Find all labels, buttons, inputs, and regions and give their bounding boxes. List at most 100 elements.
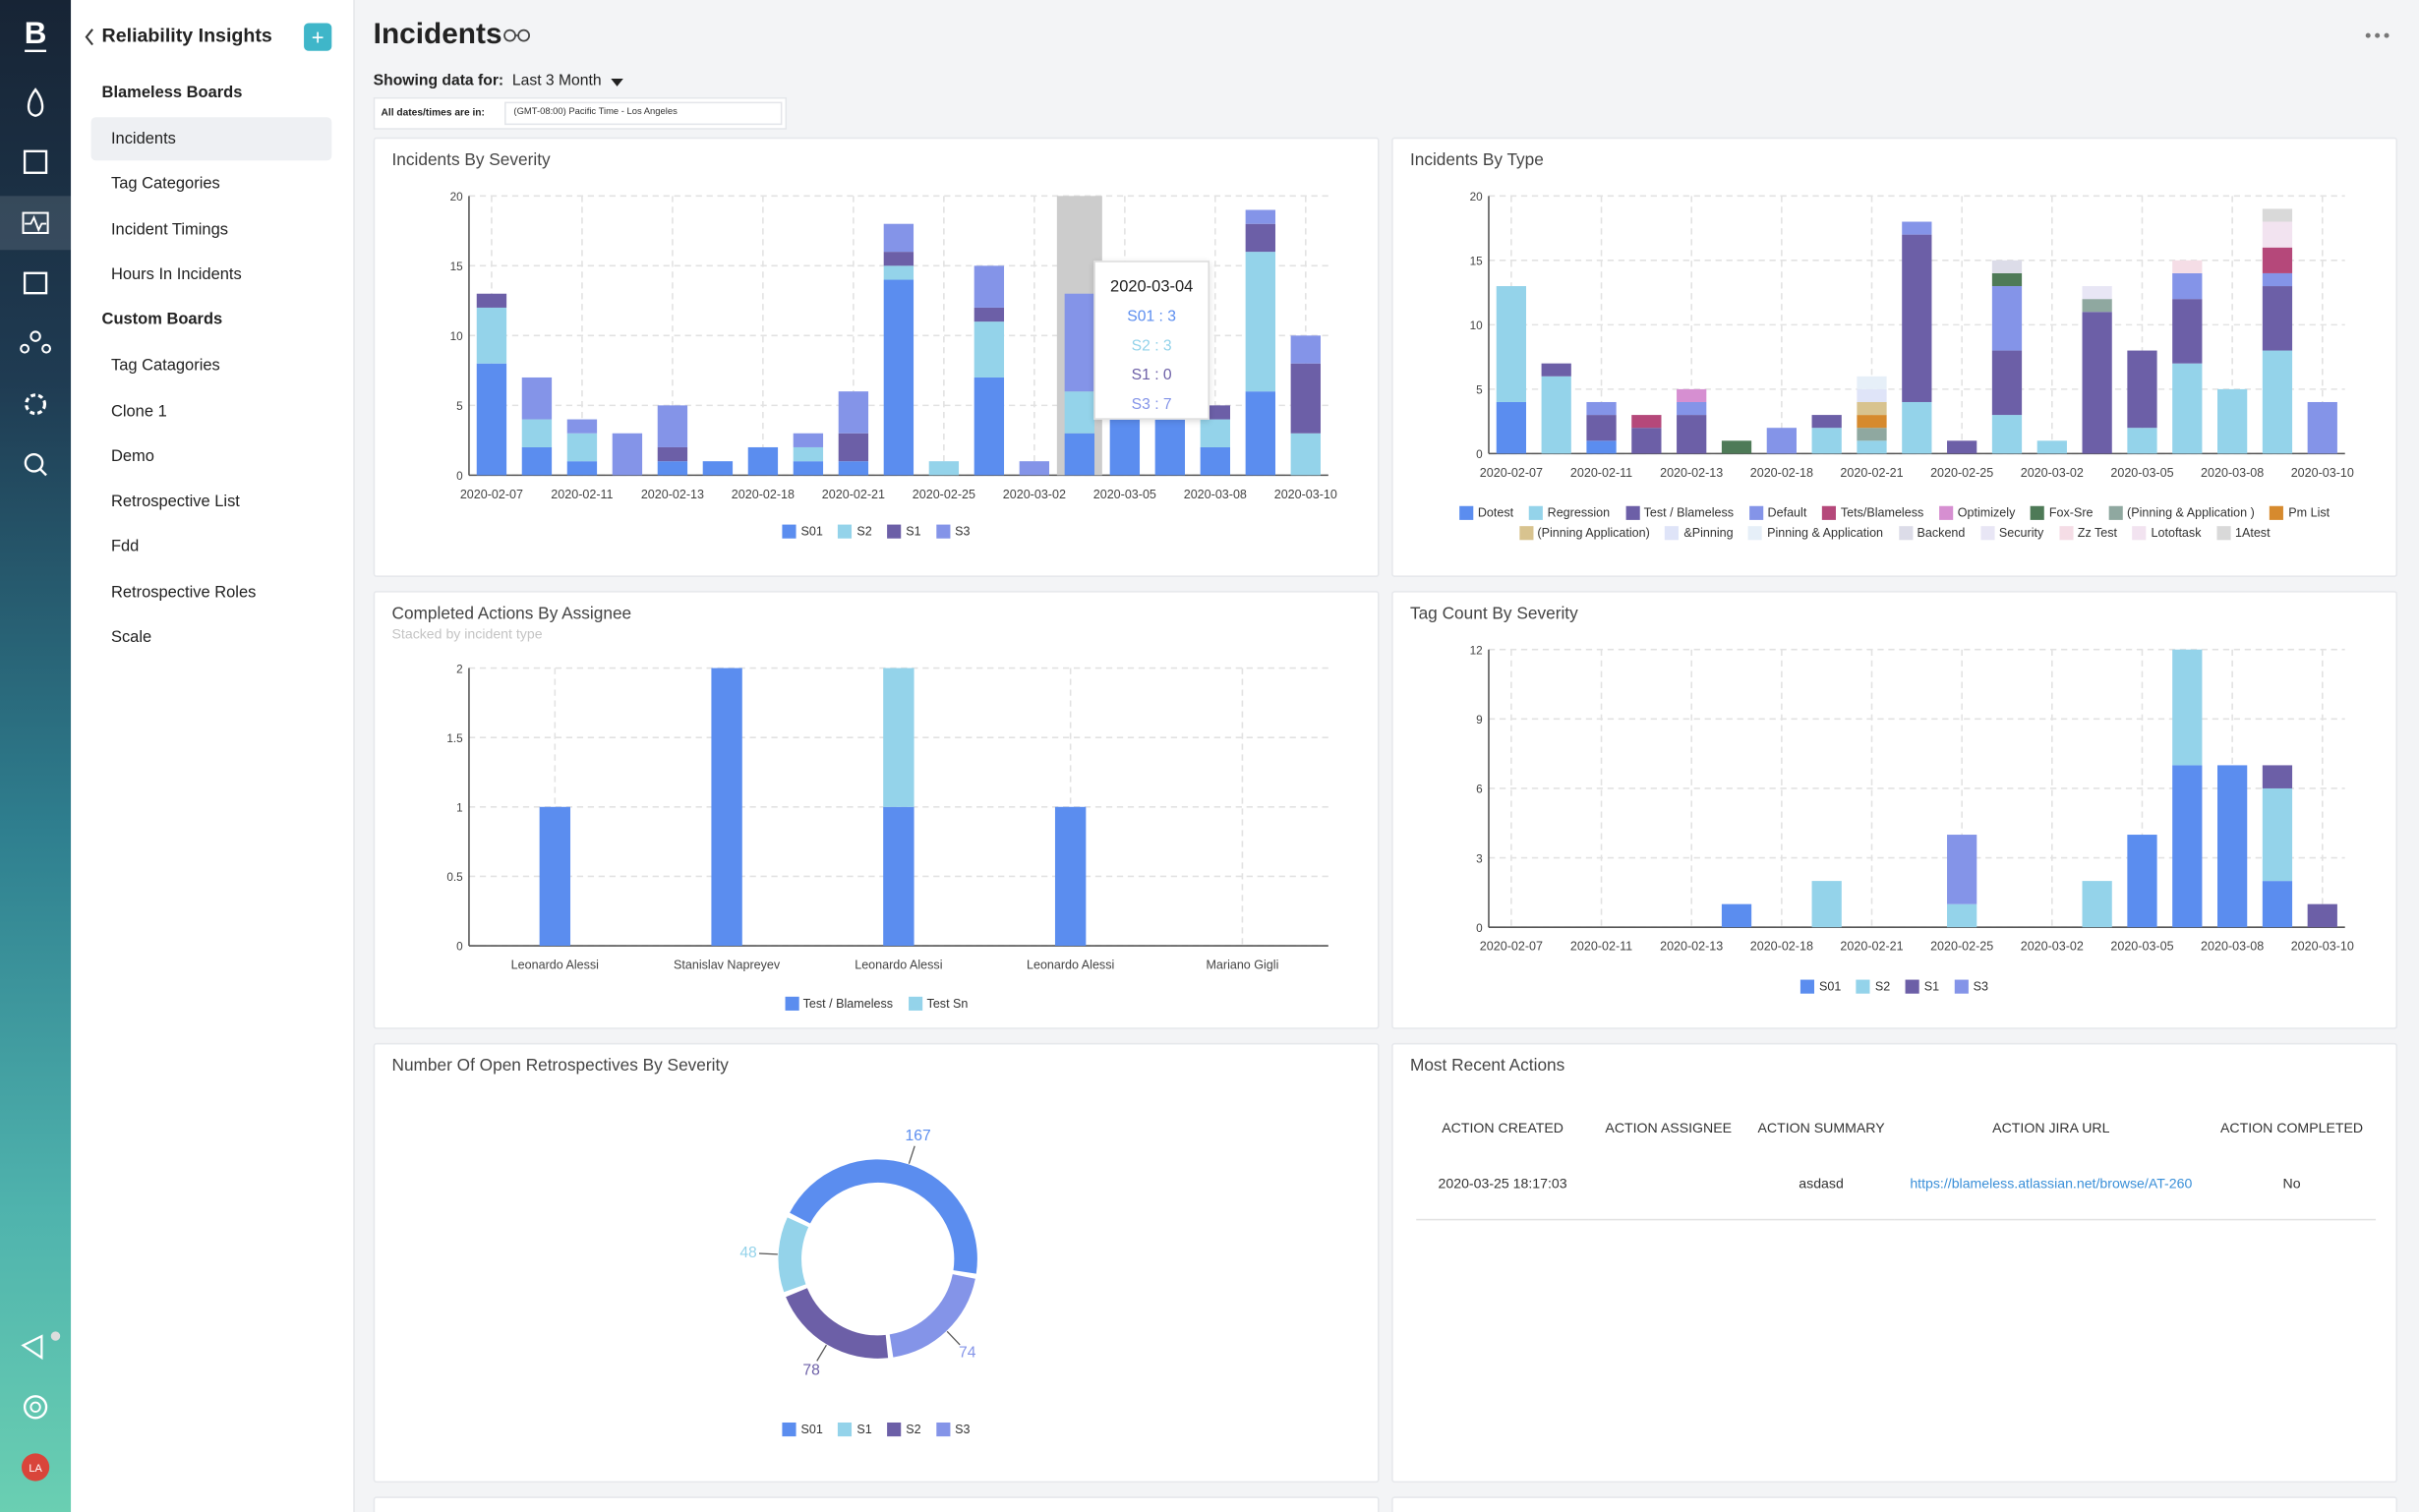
- range-caret[interactable]: [611, 79, 624, 87]
- x-tick-label: 2020-02-13: [1660, 466, 1723, 480]
- legend-item[interactable]: Pinning & Application: [1748, 526, 1883, 541]
- nav-item[interactable]: Fdd: [110, 537, 140, 556]
- bar: [2217, 388, 2248, 454]
- legend-item[interactable]: S3: [936, 1422, 971, 1437]
- y-tick-label: 1: [456, 801, 463, 814]
- legend-item[interactable]: Test / Blameless: [1624, 505, 1734, 520]
- bar: [2262, 881, 2293, 928]
- legend-swatch: [782, 524, 796, 539]
- chart: 0 5 10 15 20 2020-02-07 2020-02-11 2020-02-13 20…: [450, 191, 1337, 501]
- legend-item[interactable]: S1: [887, 524, 921, 539]
- legend-label: Pm List: [2288, 505, 2330, 520]
- avatar[interactable]: [21, 1453, 50, 1482]
- legend-item[interactable]: Test Sn: [908, 996, 968, 1011]
- legend-item[interactable]: S3: [1954, 979, 1988, 994]
- more-menu[interactable]: [2364, 30, 2391, 39]
- legend-swatch: [1748, 505, 1763, 520]
- legend-item[interactable]: Default: [1748, 505, 1807, 520]
- legend-swatch: [1748, 526, 1763, 541]
- tz-select[interactable]: (GMT-08:00) Pacific Time - Los Angeles: [504, 101, 783, 126]
- bar: [1019, 461, 1050, 476]
- legend-item[interactable]: S1: [838, 1422, 872, 1437]
- legend-swatch: [1624, 505, 1639, 520]
- legend-item[interactable]: Zz Test: [2058, 526, 2117, 541]
- bar: [1857, 415, 1887, 429]
- legend-swatch: [1980, 526, 1995, 541]
- incident-icon[interactable]: [27, 87, 44, 117]
- panel: Number Of Open Retrospectives By Severit…: [373, 1042, 1380, 1483]
- add-button[interactable]: +: [304, 23, 332, 51]
- nav-item[interactable]: Tag Catagories: [110, 356, 220, 376]
- legend-item[interactable]: Fox-Sre: [2031, 505, 2094, 520]
- x-tick-label: 2020-03-10: [2291, 466, 2354, 480]
- legend-item[interactable]: Security: [1980, 526, 2043, 541]
- legend-label: &Pinning: [1683, 526, 1734, 541]
- legend-label: Default: [1767, 505, 1807, 520]
- legend-item[interactable]: S1: [1905, 979, 1939, 994]
- settings-icon[interactable]: [25, 393, 47, 416]
- retro-icon[interactable]: [23, 149, 48, 174]
- legend-label: S1: [906, 524, 921, 539]
- x-tick-label: 2020-03-10: [1274, 488, 1337, 501]
- legend-item[interactable]: Regression: [1528, 505, 1610, 520]
- legend-item[interactable]: (Pinning & Application ): [2108, 505, 2255, 520]
- x-tick-label: 2020-02-18: [732, 488, 795, 501]
- nav-item[interactable]: Tag Categories: [110, 174, 220, 194]
- legend-item[interactable]: S2: [838, 524, 872, 539]
- insights-icon[interactable]: [22, 211, 49, 234]
- panel: Incidents By Type 0 5 10 15 20 2020-02-07 2020-…: [1391, 137, 2398, 577]
- cell: https://blameless.atlassian.net/browse/A…: [1894, 1147, 2209, 1221]
- legend-item[interactable]: Dotest: [1459, 505, 1513, 520]
- bar: [793, 461, 824, 476]
- donut-segment: [790, 1159, 977, 1274]
- calendar-icon[interactable]: [23, 271, 48, 295]
- bar: [1991, 350, 2023, 416]
- legend-item[interactable]: S01: [782, 524, 823, 539]
- y-tick-label: 5: [456, 400, 463, 413]
- announce-icon[interactable]: [21, 1334, 43, 1361]
- help-inner: [30, 1401, 41, 1413]
- legend-item[interactable]: &Pinning: [1665, 526, 1734, 541]
- nav-item[interactable]: Demo: [110, 446, 154, 466]
- y-tick-label: 2: [456, 663, 463, 675]
- legend-swatch: [2031, 505, 2045, 520]
- glasses-icon[interactable]: [502, 28, 530, 43]
- legend-item[interactable]: Lotoftask: [2132, 526, 2201, 541]
- jira-link[interactable]: https://blameless.atlassian.net/browse/A…: [1910, 1175, 2193, 1192]
- team-icon[interactable]: [30, 330, 41, 342]
- legend-item[interactable]: S01: [782, 1422, 823, 1437]
- legend-label: S2: [906, 1422, 921, 1437]
- legend-item[interactable]: 1Atest: [2216, 526, 2271, 541]
- bar: [521, 446, 553, 476]
- legend-item[interactable]: Test / Blameless: [784, 996, 893, 1011]
- legend-item[interactable]: (Pinning Application): [1518, 526, 1650, 541]
- back-chevron[interactable]: [84, 28, 96, 46]
- nav-item[interactable]: Hours In Incidents: [110, 264, 242, 284]
- legend-item[interactable]: S3: [936, 524, 971, 539]
- legend-item[interactable]: S01: [1800, 979, 1841, 994]
- x-tick-label: 2020-02-25: [1930, 466, 1993, 480]
- legend-item[interactable]: Pm List: [2270, 505, 2330, 520]
- nav-item[interactable]: Retrospective Roles: [110, 582, 257, 602]
- legend-item[interactable]: S2: [1857, 979, 1890, 994]
- nav-item[interactable]: Incident Timings: [110, 219, 228, 239]
- notify-dot: [50, 1331, 61, 1341]
- legend-item[interactable]: S2: [887, 1422, 921, 1437]
- legend-label: (Pinning & Application ): [2127, 505, 2255, 520]
- search-icon[interactable]: [24, 453, 44, 473]
- nav-item[interactable]: Scale: [110, 627, 152, 647]
- range-select[interactable]: Last 3 Month: [511, 72, 602, 90]
- legend: S01 S2 S1 S3: [406, 524, 1347, 539]
- y-tick-label: 0.5: [446, 871, 463, 884]
- legend-item[interactable]: Optimizely: [1938, 505, 2015, 520]
- legend-item[interactable]: Tets/Blameless: [1822, 505, 1923, 520]
- legend-item[interactable]: Backend: [1898, 526, 1965, 541]
- nav-item[interactable]: Incidents: [110, 129, 176, 148]
- logo: B: [25, 16, 47, 50]
- nav-item[interactable]: Retrospective List: [110, 492, 240, 511]
- bar: [838, 461, 869, 476]
- search-handle: [38, 468, 47, 477]
- nav-item[interactable]: Clone 1: [110, 401, 167, 421]
- help-icon[interactable]: [23, 1395, 48, 1420]
